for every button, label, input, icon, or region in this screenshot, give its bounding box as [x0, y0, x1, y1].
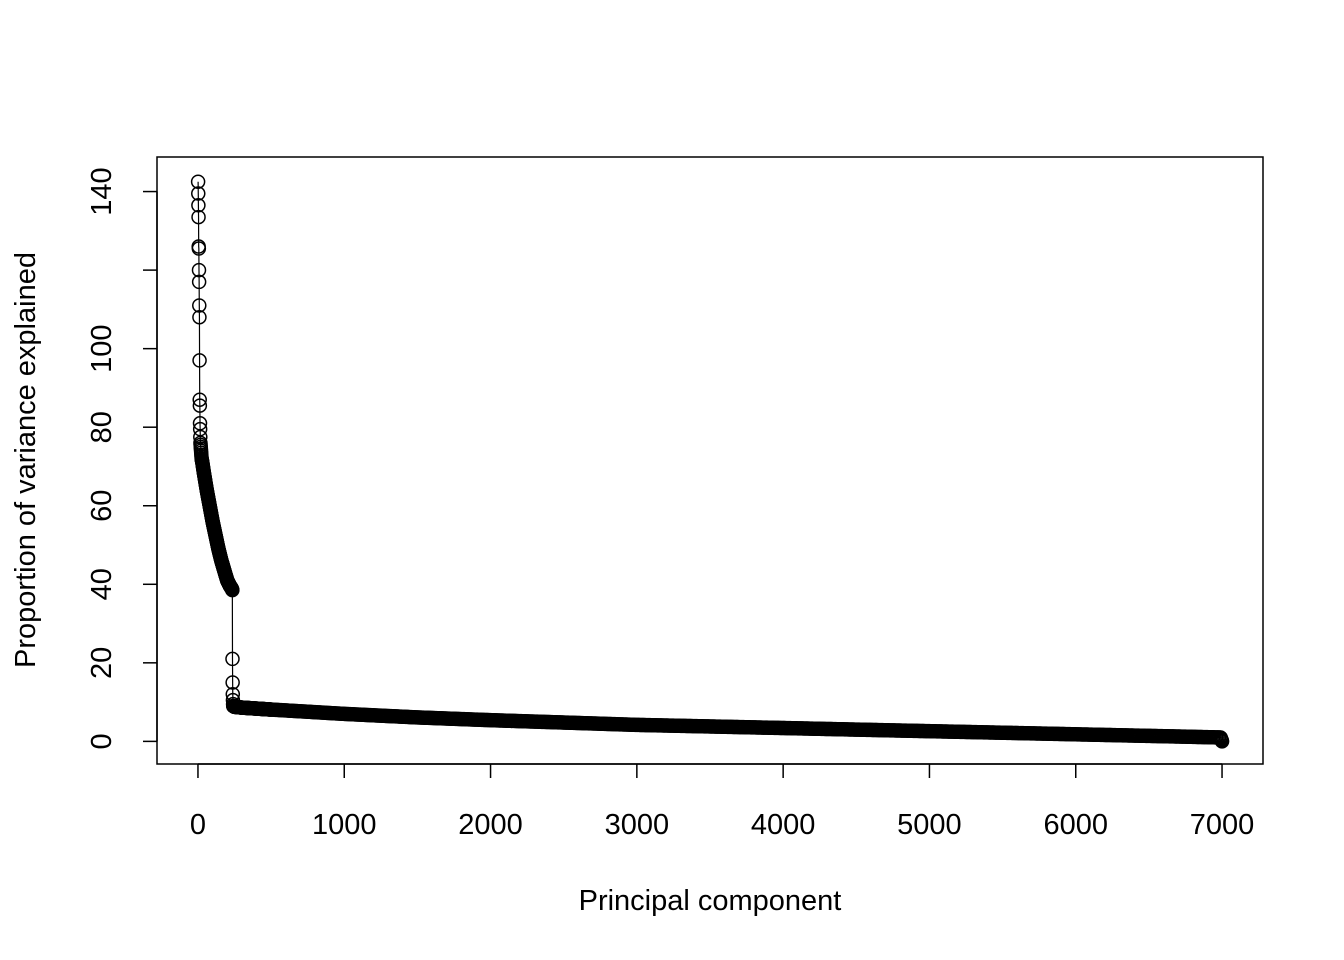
- x-tick-label: 2000: [458, 809, 523, 841]
- y-tick-label: 60: [86, 490, 118, 522]
- y-tick-label: 100: [86, 324, 118, 372]
- y-tick-label: 40: [86, 568, 118, 600]
- x-tick-label: 4000: [751, 809, 816, 841]
- data-point: [191, 241, 207, 256]
- x-tick-label: 0: [190, 809, 206, 841]
- data-point: [191, 262, 207, 278]
- data-point: [190, 174, 206, 189]
- y-tick-label: 0: [86, 733, 118, 749]
- data-point: [191, 186, 206, 201]
- data-point: [192, 421, 208, 437]
- points-layer: [190, 174, 1230, 749]
- x-axis: 0 1000 2000 3000 4000 5000 6000 7000: [190, 763, 1255, 841]
- data-point: [193, 429, 208, 445]
- data-point: [191, 274, 207, 290]
- y-tick-label: 20: [86, 647, 118, 679]
- data-point: [225, 675, 240, 690]
- data-point: [192, 392, 207, 407]
- data-point: [225, 582, 240, 598]
- data-point: [225, 651, 240, 667]
- x-tick-label: 6000: [1043, 809, 1108, 841]
- x-tick-label: 5000: [897, 809, 962, 841]
- y-tick-label: 140: [86, 167, 118, 215]
- data-point: [192, 309, 207, 325]
- data-point: [191, 209, 206, 225]
- data-point: [192, 298, 207, 313]
- data-point: [192, 353, 207, 368]
- y-tick-label: 80: [86, 411, 118, 443]
- x-axis-title: Principal component: [579, 885, 842, 917]
- y-axis: 0 20 40 60 80 100 140: [86, 167, 158, 749]
- y-axis-title: Proportion of variance explained: [10, 252, 42, 668]
- data-point: [191, 198, 206, 213]
- x-tick-label: 3000: [605, 809, 670, 841]
- data-point: [192, 398, 208, 413]
- x-tick-label: 1000: [312, 809, 377, 841]
- data-point: [1214, 734, 1230, 749]
- x-tick-label: 7000: [1190, 809, 1255, 841]
